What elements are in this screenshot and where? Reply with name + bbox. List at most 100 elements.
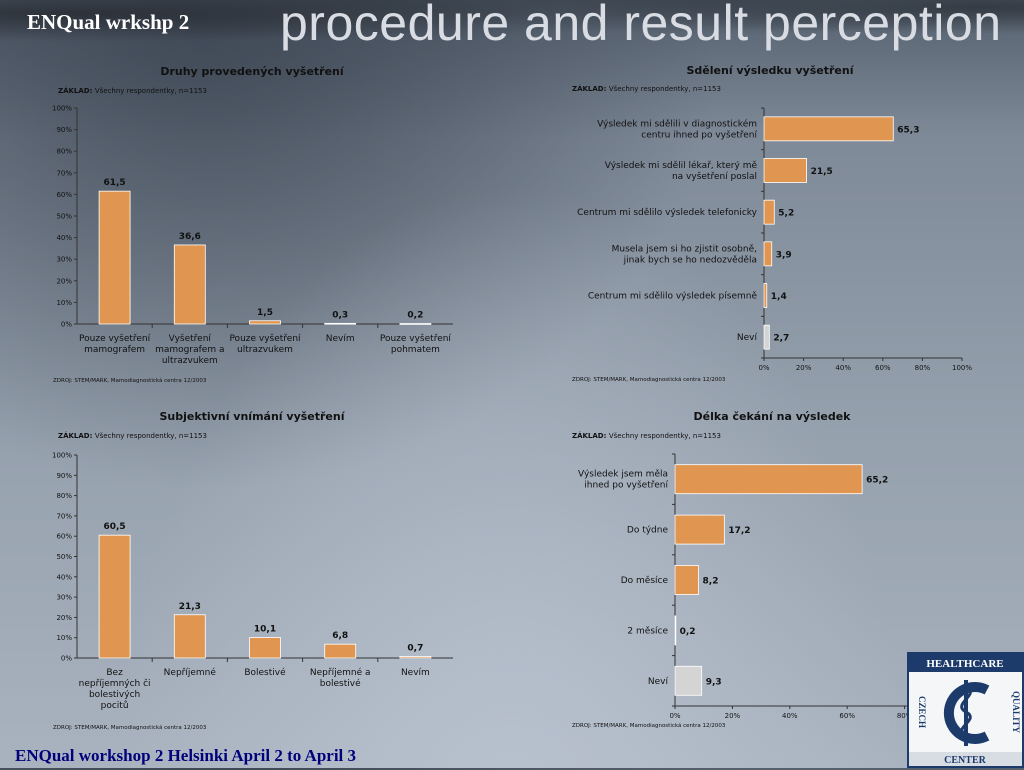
y-tick-label: 30% bbox=[56, 256, 72, 264]
logo-left-text: CZECH bbox=[917, 696, 927, 728]
bar bbox=[763, 324, 770, 350]
page-title: procedure and result perception bbox=[280, 0, 1002, 51]
y-tick-label: 100% bbox=[52, 452, 72, 460]
category-label: Výsledek mi sdělil lékař, který mě bbox=[605, 160, 758, 171]
data-label: 65,2 bbox=[866, 476, 888, 486]
category-label: Výsledek mi sdělili v diagnostickém bbox=[597, 118, 757, 129]
y-tick-label: 90% bbox=[56, 472, 72, 480]
y-tick-label: 10% bbox=[56, 634, 72, 642]
logo-c-mark bbox=[943, 682, 990, 744]
data-label: 6,8 bbox=[332, 631, 348, 641]
y-tick-label: 50% bbox=[56, 213, 72, 221]
y-tick-label: 80% bbox=[56, 492, 72, 500]
bar bbox=[324, 322, 357, 325]
category-label: nepříjemných či bbox=[79, 678, 151, 689]
bar bbox=[674, 665, 703, 696]
x-tick-label: 40% bbox=[835, 364, 851, 372]
data-label: 3,9 bbox=[776, 250, 792, 260]
category-label: Centrum mi sdělilo výsledek písemně bbox=[588, 292, 758, 302]
y-tick-label: 0% bbox=[61, 655, 72, 663]
data-label: 1,4 bbox=[771, 292, 787, 302]
x-tick-label: 60% bbox=[839, 712, 855, 720]
bar bbox=[674, 615, 677, 646]
chart-source: ZDROJ: STEM/MARK, Mamodiagnostická centr… bbox=[53, 377, 207, 384]
chart-source: ZDROJ: STEM/MARK, Mamodiagnostická centr… bbox=[572, 722, 726, 729]
chart-basis: ZÁKLAD: Všechny respondentky, n=1153 bbox=[572, 431, 721, 440]
category-label: Pouze vyšetření bbox=[380, 333, 452, 344]
y-tick-label: 60% bbox=[56, 191, 72, 199]
y-tick-label: 0% bbox=[61, 321, 72, 329]
data-label: 65,3 bbox=[897, 125, 919, 135]
chart-title: Sdělení výsledku vyšetření bbox=[687, 64, 855, 77]
x-tick-label: 0% bbox=[758, 364, 769, 372]
category-label: Výsledek jsem měla bbox=[578, 470, 668, 480]
category-label: bolestivých bbox=[89, 690, 140, 700]
x-tick-label: 80% bbox=[897, 712, 913, 720]
data-label: 61,5 bbox=[103, 178, 125, 188]
data-label: 9,3 bbox=[706, 677, 722, 687]
category-label: mamografem bbox=[84, 345, 145, 355]
category-label: jinak bych se ho nedozvěděla bbox=[623, 255, 757, 265]
category-label: Vyšetření bbox=[169, 333, 212, 344]
bar bbox=[173, 244, 206, 325]
chart-basis: ZÁKLAD: Všechny respondentky, n=1153 bbox=[58, 86, 207, 95]
category-label: Nepříjemné a bbox=[310, 667, 371, 678]
category-label: ultrazvukem bbox=[162, 356, 218, 366]
bar bbox=[399, 323, 432, 325]
data-label: 0,3 bbox=[332, 310, 348, 320]
bar bbox=[674, 514, 725, 545]
x-tick-label: 0% bbox=[669, 712, 680, 720]
data-label: 17,2 bbox=[728, 526, 750, 536]
chart-source: ZDROJ: STEM/MARK, Mamodiagnostická centr… bbox=[572, 376, 726, 383]
category-label: mamografem a bbox=[155, 345, 224, 355]
y-tick-label: 70% bbox=[56, 169, 72, 177]
category-label: ihned po vyšetření bbox=[584, 480, 668, 491]
y-tick-label: 70% bbox=[56, 512, 72, 520]
bar bbox=[98, 190, 131, 325]
chart-basis: ZÁKLAD: Všechny respondentky, n=1153 bbox=[572, 84, 721, 93]
data-label: 36,6 bbox=[179, 232, 201, 242]
category-label: Nevím bbox=[401, 668, 430, 678]
bar bbox=[763, 158, 807, 183]
czech-quality-center-logo: HEALTHCARE CENTER CZECH QUALITY bbox=[907, 652, 1024, 768]
data-label: 21,3 bbox=[179, 602, 201, 612]
data-label: 5,2 bbox=[778, 209, 794, 219]
y-tick-label: 90% bbox=[56, 126, 72, 134]
category-label: Do týdne bbox=[627, 526, 669, 536]
category-label: Pouze vyšetření bbox=[79, 333, 151, 344]
x-tick-label: 20% bbox=[725, 712, 741, 720]
data-label: 0,2 bbox=[680, 627, 696, 637]
bar bbox=[249, 637, 281, 659]
category-label: Neví bbox=[648, 677, 669, 687]
bar bbox=[98, 534, 131, 659]
y-tick-label: 30% bbox=[56, 594, 72, 602]
y-tick-label: 20% bbox=[56, 277, 72, 285]
chart-title: Subjektivní vnímání vyšetření bbox=[160, 410, 346, 423]
logo-top-text: HEALTHCARE bbox=[926, 658, 1003, 670]
y-tick-label: 10% bbox=[56, 299, 72, 307]
bar bbox=[763, 283, 768, 308]
category-label: Bez bbox=[106, 668, 123, 678]
category-label: pocitů bbox=[101, 700, 129, 711]
category-label: Do měsíce bbox=[621, 576, 669, 586]
x-tick-label: 60% bbox=[875, 364, 891, 372]
logo-graphic: HEALTHCARE CENTER CZECH QUALITY bbox=[909, 654, 1022, 766]
data-label: 21,5 bbox=[811, 167, 833, 177]
category-label: 2 měsíce bbox=[627, 626, 668, 636]
footer-text: ENQual workshop 2 Helsinki April 2 to Ap… bbox=[15, 746, 357, 765]
chart-title: Délka čekání na výsledek bbox=[694, 410, 852, 423]
chart-c3: Subjektivní vnímání vyšetření ZÁKLAD: Vše… bbox=[52, 410, 453, 731]
bar bbox=[763, 116, 894, 142]
data-label: 60,5 bbox=[103, 522, 125, 532]
bar bbox=[324, 643, 357, 659]
background-trees bbox=[0, 0, 1024, 70]
chart-c2: Sdělení výsledku vyšetření ZÁKLAD: Všechn… bbox=[572, 64, 972, 383]
category-label: Musela jsem si ho zjistit osobně, bbox=[612, 244, 757, 254]
bar bbox=[674, 565, 699, 595]
data-label: 10,1 bbox=[254, 624, 276, 634]
category-label: Centrum mi sdělilo výsledek telefonicky bbox=[577, 208, 758, 218]
data-label: 1,5 bbox=[257, 308, 273, 318]
logo-right-text: QUALITY bbox=[1011, 691, 1021, 734]
data-label: 0,7 bbox=[407, 644, 423, 654]
data-label: 8,2 bbox=[703, 577, 719, 587]
